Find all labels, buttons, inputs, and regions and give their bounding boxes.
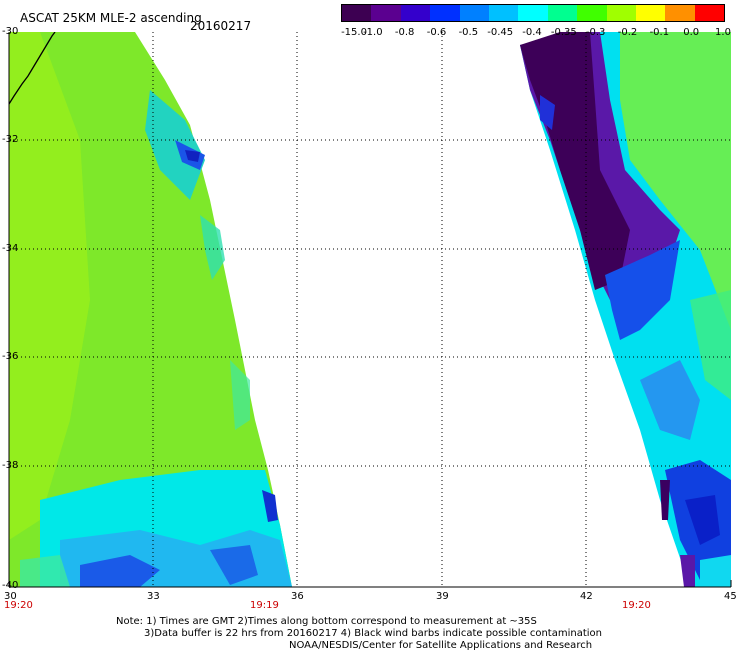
colorbar-swatch <box>371 5 401 21</box>
lat-tick-label: -30 <box>2 26 19 37</box>
colorbar-label: -0.6 <box>426 27 447 38</box>
colorbar-label: -0.8 <box>394 27 415 38</box>
lon-tick-label: 42 <box>580 591 593 602</box>
lon-tick-label: 45 <box>724 591 737 602</box>
colorbar-label: -0.35 <box>550 27 577 38</box>
lon-tick-label: 30 <box>4 591 17 602</box>
colorbar-label: -0.2 <box>617 27 638 38</box>
swath-time: 19:20 <box>622 600 651 611</box>
colorbar-label: -0.3 <box>585 27 606 38</box>
graticule <box>9 32 731 587</box>
colorbar-label: -15.0 <box>341 27 367 38</box>
lat-tick-label: -38 <box>2 460 19 471</box>
right-swath <box>520 32 731 587</box>
lon-tick-label: 33 <box>147 591 160 602</box>
lat-tick-label: -34 <box>2 243 19 254</box>
lat-tick-label: -32 <box>2 134 19 145</box>
colorbar-label: 1.0 <box>715 27 731 38</box>
product-date: 20160217 <box>190 19 252 33</box>
colorbar-swatch <box>400 5 431 21</box>
product-title: ASCAT 25KM MLE-2 ascending <box>20 11 202 25</box>
colorbar-swatch <box>518 5 548 21</box>
lat-tick-label: -40 <box>2 580 19 591</box>
colorbar-label: -0.45 <box>487 27 514 38</box>
footer-credit: NOAA/NESDIS/Center for Satellite Applica… <box>289 640 593 651</box>
lon-tick-label: 39 <box>436 591 449 602</box>
colorbar-label: 0.0 <box>683 27 700 38</box>
footer-note: Note: 1) Times are GMT 2)Times along bot… <box>116 616 537 627</box>
colorbar-swatch <box>577 5 607 21</box>
colorbar-swatch <box>665 5 695 21</box>
footer-note: 3)Data buffer is 22 hrs from 20160217 4)… <box>144 628 602 639</box>
colorbar-swatch <box>606 5 636 21</box>
lat-tick-label: -36 <box>2 351 19 362</box>
colorbar-swatch <box>342 5 372 21</box>
swath-time: 19:20 <box>4 600 33 611</box>
colorbar-label: -0.4 <box>522 27 542 38</box>
lon-tick-label: 36 <box>291 591 304 602</box>
colorbar-swatch <box>694 5 725 21</box>
colorbar <box>341 4 725 22</box>
colorbar-swatch <box>635 5 666 21</box>
colorbar-label: -1.0 <box>363 27 383 38</box>
colorbar-label: -0.1 <box>649 27 670 38</box>
colorbar-swatch <box>488 5 519 21</box>
colorbar-swatch <box>459 5 489 21</box>
colorbar-label: -0.5 <box>458 27 479 38</box>
colorbar-swatch <box>547 5 578 21</box>
swath-time: 19:19 <box>250 600 279 611</box>
left-swath <box>9 32 292 587</box>
coastline <box>9 32 56 105</box>
colorbar-swatch <box>430 5 460 21</box>
